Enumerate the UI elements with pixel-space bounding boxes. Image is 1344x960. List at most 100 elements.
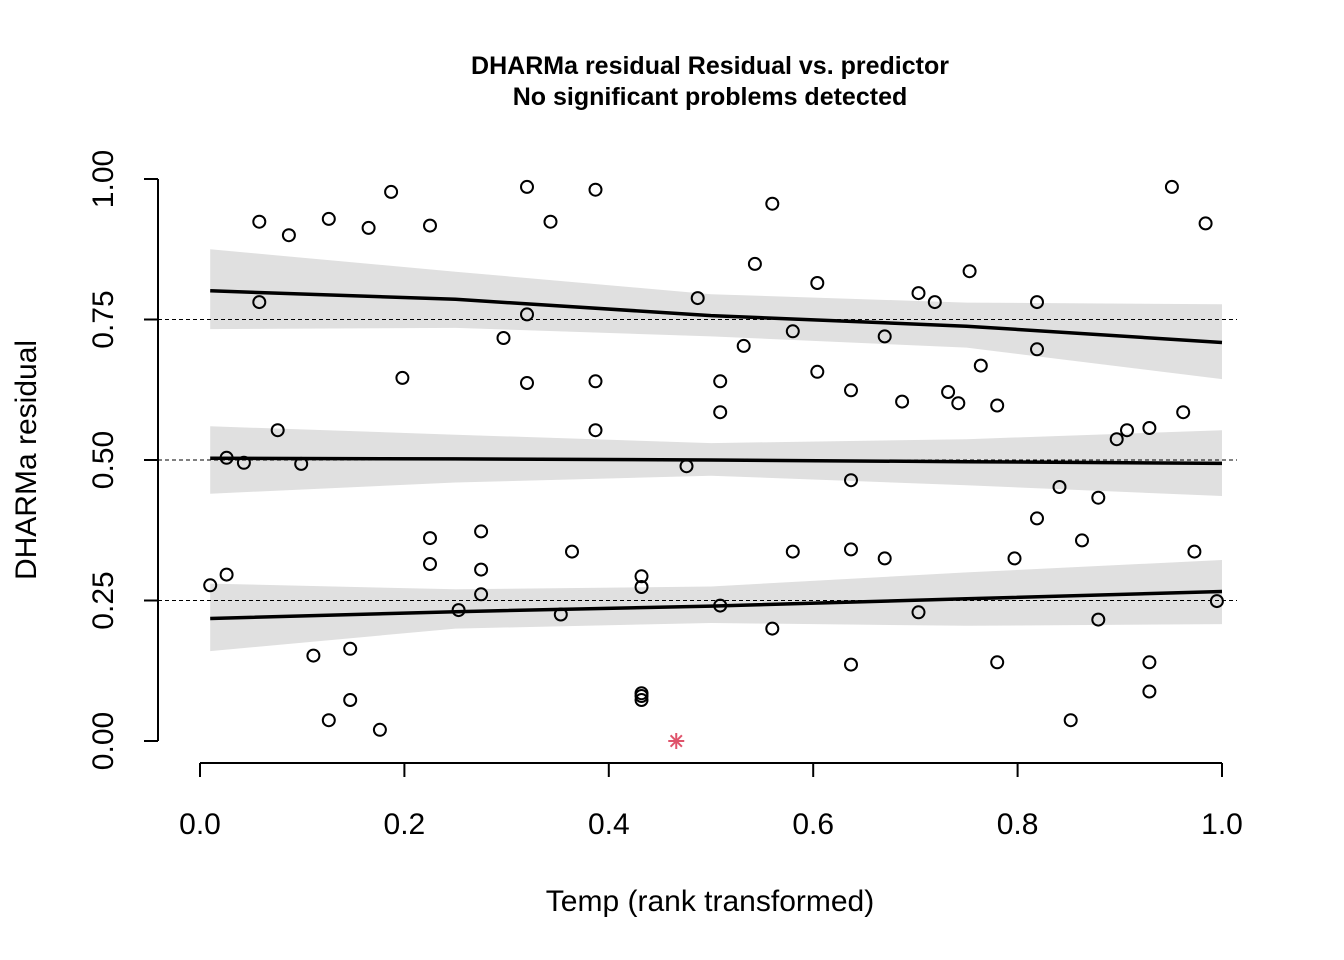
- data-point: [1063, 713, 1078, 728]
- data-point: [543, 214, 558, 229]
- data-point: [679, 459, 694, 474]
- data-point: [565, 544, 579, 559]
- data-point: [372, 722, 387, 737]
- x-tick-label: 0.8: [997, 808, 1039, 841]
- data-point: [553, 607, 568, 622]
- data-point: [281, 228, 296, 243]
- data-point: [496, 331, 511, 345]
- data-point: [203, 578, 218, 593]
- data-point: [1091, 612, 1106, 627]
- outlier-points: [668, 733, 685, 749]
- x-tick-label: 0.2: [384, 808, 426, 841]
- data-point: [785, 324, 800, 339]
- axes: 0.0 0.2 0.4 0.6 0.8 1.0 0.00 0.25 0.50 0.75 1.00: [87, 150, 1243, 841]
- data-point: [395, 370, 410, 385]
- data-point: [1030, 511, 1044, 526]
- residual-points: [203, 179, 1224, 737]
- outlier-stroke: [669, 734, 683, 748]
- data-point: [785, 544, 800, 559]
- y-tick-label: 1.00: [87, 150, 120, 208]
- x-tick-label: 1.0: [1201, 808, 1243, 841]
- data-point: [474, 562, 489, 577]
- data-point: [306, 648, 321, 663]
- data-point: [736, 338, 751, 353]
- data-point: [588, 374, 603, 389]
- data-point: [1109, 432, 1124, 447]
- y-tick-label: 0.00: [87, 712, 120, 770]
- data-point: [321, 713, 336, 728]
- data-point: [1030, 295, 1044, 310]
- data-point: [361, 220, 376, 235]
- data-point: [343, 641, 358, 656]
- data-point: [713, 598, 728, 613]
- data-point: [219, 567, 234, 582]
- data-point: [713, 405, 728, 420]
- data-point: [321, 211, 336, 226]
- data-point: [294, 456, 309, 471]
- data-point: [1176, 405, 1191, 420]
- data-point: [810, 276, 825, 290]
- data-point: [384, 184, 399, 199]
- data-point: [1164, 179, 1179, 194]
- data-point: [343, 693, 358, 707]
- y-tick-label: 0.50: [87, 431, 120, 489]
- data-point: [1075, 533, 1089, 548]
- data-point: [962, 264, 977, 279]
- data-point: [844, 657, 858, 672]
- data-point: [1198, 216, 1213, 231]
- data-point: [474, 524, 489, 539]
- data-point: [588, 182, 603, 197]
- y-tick-label: 0.25: [87, 571, 120, 629]
- outlier-marker: [668, 733, 685, 749]
- data-point: [990, 655, 1005, 670]
- data-point: [252, 214, 267, 229]
- data-point: [588, 423, 603, 438]
- confidence-bands: [210, 249, 1222, 652]
- data-point: [1007, 551, 1022, 566]
- data-point: [941, 385, 956, 399]
- data-point: [713, 374, 728, 389]
- data-point: [1052, 480, 1067, 494]
- data-point: [252, 295, 267, 310]
- data-point: [423, 557, 437, 571]
- quantile-lines: [210, 289, 1223, 621]
- data-point: [877, 329, 892, 344]
- data-point: [423, 531, 437, 546]
- data-point: [219, 450, 234, 465]
- x-tick-label: 0.6: [792, 808, 834, 841]
- quantile-line-q0.75: [210, 289, 1223, 345]
- data-point: [990, 398, 1005, 413]
- data-point: [236, 455, 251, 470]
- data-point: [844, 542, 858, 557]
- data-point: [973, 358, 988, 373]
- data-point: [423, 218, 437, 233]
- data-point: [911, 286, 926, 301]
- data-point: [1030, 342, 1044, 357]
- data-point: [1142, 655, 1157, 670]
- data-point: [1091, 490, 1106, 505]
- x-tick-label: 0.4: [588, 808, 630, 841]
- data-point: [765, 196, 780, 211]
- data-point: [634, 693, 649, 707]
- data-point: [451, 603, 466, 618]
- data-point: [690, 291, 705, 306]
- quantile-line-q0.25: [210, 589, 1223, 621]
- data-point: [270, 423, 285, 438]
- data-point: [877, 551, 892, 566]
- data-point: [1142, 684, 1157, 699]
- x-tick-label: 0.0: [179, 808, 221, 841]
- data-point: [1187, 544, 1202, 559]
- data-point: [474, 587, 489, 602]
- y-tick-label: 0.75: [87, 290, 120, 348]
- data-point: [895, 394, 910, 409]
- data-point: [911, 605, 926, 620]
- data-point: [634, 580, 649, 594]
- data-point: [747, 256, 762, 271]
- data-point: [1209, 594, 1224, 609]
- chart-subtitle: No significant problems detected: [513, 83, 908, 111]
- data-point: [765, 621, 780, 636]
- quantile-line-q0.5: [210, 456, 1223, 466]
- data-point: [1142, 421, 1157, 435]
- data-point: [1120, 423, 1134, 438]
